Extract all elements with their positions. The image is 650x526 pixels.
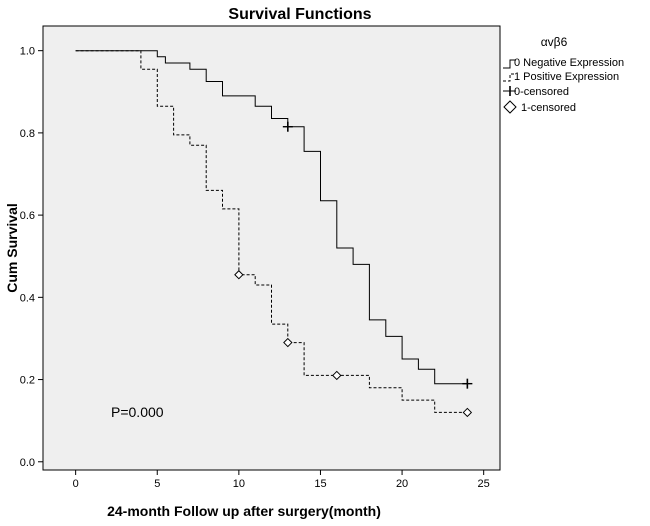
censor-marker-diamond: [332, 370, 342, 381]
chart-title: Survival Functions: [228, 6, 371, 23]
series-positive-expression: [75, 50, 468, 413]
x-tick-label: 25: [478, 478, 490, 490]
legend-title: αvβ6: [541, 35, 568, 49]
x-tick-label: 20: [396, 478, 408, 490]
censor-marker-diamond: [462, 407, 473, 418]
y-tick-label: 0.4: [20, 292, 35, 304]
x-tick-label: 0: [73, 478, 79, 490]
x-axis-label: 24-month Follow up after surgery(month): [107, 503, 381, 519]
legend-entry-positive: 1 Positive Expression: [514, 71, 619, 83]
plot-area: [42, 25, 501, 471]
legend-swatch-censored-0: [503, 86, 516, 96]
y-tick-label: 0.0: [20, 457, 35, 469]
x-tick-label: 15: [314, 478, 326, 490]
legend-swatch-censored-1: [503, 100, 517, 114]
y-axis-label: Cum Survival: [4, 203, 20, 292]
censor-marker-diamond: [283, 337, 293, 348]
y-tick-label: 0.6: [20, 210, 35, 222]
legend-swatch-positive: [503, 73, 516, 82]
legend-entry-censored-1: 1-censored: [521, 102, 576, 114]
censor-marker-plus: [282, 121, 293, 132]
series-negative-expression: [75, 50, 468, 385]
y-tick-label: 0.8: [20, 128, 35, 140]
axes: 0 5 10 15 20 25 0.0 0.2 0.4 0.6 0.8 1.0: [20, 46, 490, 490]
censor-marker-plus: [462, 378, 473, 389]
x-tick-label: 10: [233, 478, 245, 490]
legend-entry-negative: 0 Negative Expression: [514, 57, 624, 69]
y-tick-label: 1.0: [20, 46, 35, 58]
series-layer: [75, 50, 468, 413]
legend-swatch-negative: [503, 59, 516, 69]
legend: αvβ6 0 Negative Expression 1 Positive Ex…: [503, 35, 624, 114]
legend-entry-censored-0: 0-censored: [514, 86, 569, 98]
p-value-annotation: P=0.000: [111, 404, 164, 420]
x-tick-label: 5: [154, 478, 160, 490]
censor-marker-diamond: [234, 270, 244, 280]
censor-markers: [234, 121, 473, 418]
y-tick-label: 0.2: [20, 375, 35, 387]
